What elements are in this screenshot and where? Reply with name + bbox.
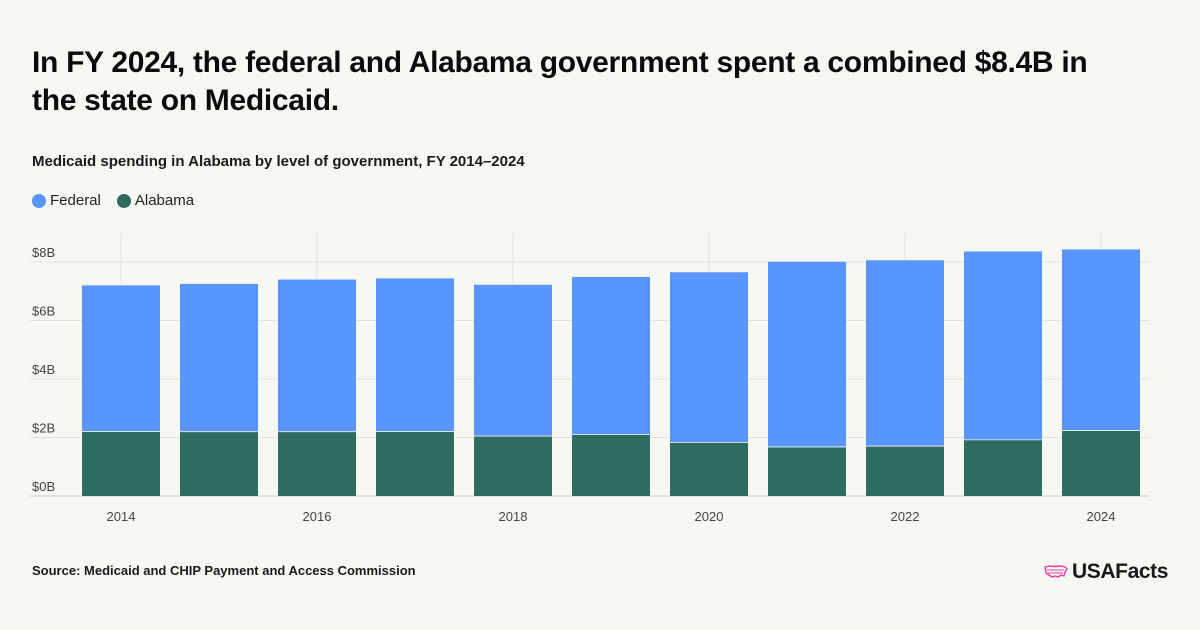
bar-alabama-2018 bbox=[474, 435, 552, 496]
bar-alabama-2017 bbox=[376, 431, 454, 496]
bar-alabama-2021 bbox=[768, 446, 846, 496]
bar-alabama-2023 bbox=[964, 439, 1042, 496]
legend-label-alabama: Alabama bbox=[134, 192, 195, 209]
bar-alabama-2016 bbox=[278, 431, 356, 496]
bar-alabama-2022 bbox=[866, 445, 944, 496]
brand-name: USAFacts bbox=[1072, 560, 1168, 583]
bar-federal-2017 bbox=[376, 278, 454, 432]
stacked-bar-chart: $0B $2B $4B $6B $8B 2014 2016 2018 2020 2022 2024 bbox=[30, 233, 1150, 524]
y-tick-label: $6B bbox=[32, 304, 55, 319]
bar-alabama-2015 bbox=[180, 431, 258, 496]
y-tick-label: $2B bbox=[32, 421, 55, 436]
chart-subtitle: Medicaid spending in Alabama by level of… bbox=[32, 153, 525, 170]
bar-federal-2021 bbox=[768, 261, 846, 447]
y-tick-label: $4B bbox=[32, 362, 55, 377]
y-tick-label: $8B bbox=[32, 245, 55, 260]
legend-label-federal: Federal bbox=[50, 192, 101, 209]
bar-federal-2020 bbox=[670, 272, 748, 443]
bar-federal-2022 bbox=[866, 260, 944, 446]
x-tick-label: 2016 bbox=[303, 509, 332, 524]
page-title: In FY 2024, the federal and Alabama gove… bbox=[32, 46, 1088, 117]
bar-federal-2019 bbox=[572, 276, 650, 435]
bar-federal-2014 bbox=[82, 285, 160, 432]
x-tick-label: 2020 bbox=[695, 509, 724, 524]
source-note: Source: Medicaid and CHIP Payment and Ac… bbox=[32, 563, 416, 578]
bar-federal-2024 bbox=[1062, 249, 1140, 431]
legend-item-alabama: Alabama bbox=[116, 192, 195, 209]
bar-alabama-2020 bbox=[670, 442, 748, 496]
x-tick-label: 2024 bbox=[1087, 509, 1116, 524]
chart-legend: Federal Alabama bbox=[32, 192, 210, 209]
legend-item-federal: Federal bbox=[32, 192, 101, 209]
legend-swatch-federal bbox=[32, 193, 46, 208]
x-tick-label: 2022 bbox=[891, 509, 920, 524]
legend-swatch-alabama bbox=[116, 193, 131, 208]
bar-federal-2015 bbox=[180, 283, 258, 432]
bar-alabama-2014 bbox=[82, 431, 160, 496]
brand-logo: USAFacts bbox=[1044, 560, 1168, 584]
bar-federal-2023 bbox=[964, 251, 1042, 440]
bar-federal-2018 bbox=[474, 284, 552, 436]
x-tick-label: 2014 bbox=[107, 509, 136, 524]
bar-alabama-2019 bbox=[572, 434, 650, 496]
usa-map-icon bbox=[1044, 565, 1068, 578]
x-tick-label: 2018 bbox=[499, 509, 528, 524]
bar-federal-2016 bbox=[278, 279, 356, 432]
y-tick-label: $0B bbox=[32, 479, 55, 494]
bar-alabama-2024 bbox=[1062, 430, 1140, 496]
